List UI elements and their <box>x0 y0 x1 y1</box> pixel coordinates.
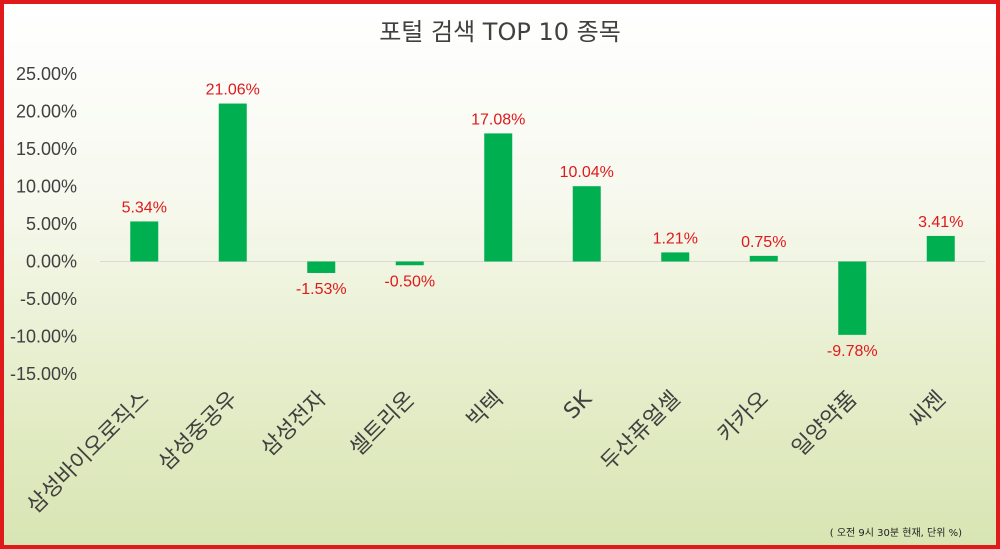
category-label: 두산퓨얼셀 <box>596 387 685 476</box>
bar <box>838 261 867 335</box>
category-label: 삼성바이오로직스 <box>22 387 154 519</box>
bar <box>572 186 601 262</box>
y-tick-label: -15.00% <box>10 364 77 384</box>
data-label: 0.75% <box>741 234 786 251</box>
bar <box>307 261 336 273</box>
chart-title: 포털 검색 TOP 10 종목 <box>379 18 621 46</box>
bar <box>218 103 247 262</box>
y-tick-label: -5.00% <box>20 289 77 309</box>
category-label: 셀트리온 <box>345 387 420 462</box>
category-label: SK <box>559 386 597 424</box>
data-labels-group: 5.34% 21.06% -1.53% -0.50% 17.08% 10.04% 1.21%… <box>122 82 964 360</box>
data-label: 10.04% <box>560 164 614 181</box>
data-label: -0.50% <box>384 273 435 290</box>
y-axis: 25.00% 20.00% 15.00% 10.00% 5.00% 0.00% -5.00%… <box>10 64 77 384</box>
data-label: 5.34% <box>122 199 167 216</box>
y-tick-label: 25.00% <box>16 64 77 84</box>
category-label: 카카오 <box>713 387 774 448</box>
category-label: 일양약품 <box>788 387 863 462</box>
category-label: 삼성중공우 <box>154 387 243 476</box>
data-label: -9.78% <box>827 343 878 360</box>
data-label: 17.08% <box>471 111 525 128</box>
category-label: 삼성전자 <box>257 387 332 462</box>
y-tick-label: 5.00% <box>26 214 77 234</box>
data-label: 1.21% <box>653 230 698 247</box>
bar <box>484 133 513 262</box>
data-label: -1.53% <box>296 281 347 298</box>
category-label: 빅텍 <box>462 387 508 433</box>
bar <box>395 261 424 266</box>
y-tick-label: 0.00% <box>26 252 77 272</box>
bar <box>749 255 778 262</box>
data-label: 21.06% <box>206 82 260 99</box>
category-label: 씨젠 <box>905 387 951 433</box>
y-tick-label: 15.00% <box>16 139 77 159</box>
footnote: ( 오전 9시 30분 현재, 단위 %) <box>830 526 962 539</box>
y-tick-label: 10.00% <box>16 177 77 197</box>
bar <box>661 252 690 262</box>
bar <box>926 235 955 262</box>
y-tick-label: -10.00% <box>10 327 77 347</box>
y-tick-label: 20.00% <box>16 102 77 122</box>
bar <box>130 221 159 262</box>
x-axis: 삼성바이오로직스 삼성중공우 삼성전자 셀트리온 빅텍 SK 두산퓨얼셀 카카오 일양약품 씨젠 <box>22 386 951 519</box>
bars-group <box>130 103 955 335</box>
data-label: 3.41% <box>918 214 963 231</box>
